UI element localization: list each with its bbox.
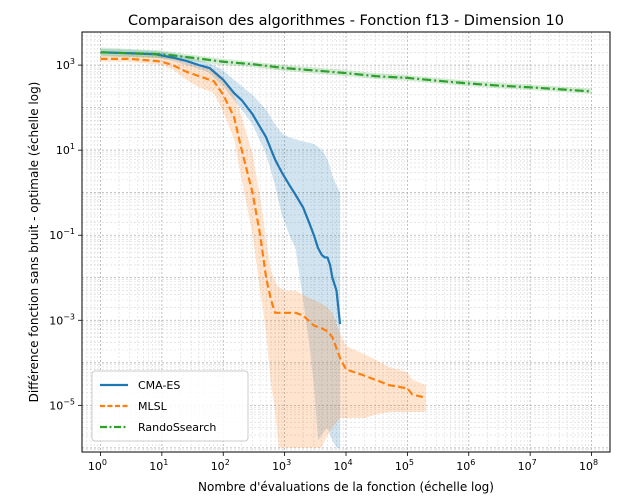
y-axis-label: Différence fonction sans bruit - optimal… — [27, 82, 41, 403]
x-tick-label: 102 — [211, 458, 230, 473]
x-tick-exponent: 4 — [347, 458, 352, 467]
y-tick-base: 10 — [49, 399, 63, 412]
x-tick-base: 10 — [456, 460, 470, 473]
y-tick-exponent: −5 — [63, 397, 75, 406]
x-tick-label: 101 — [149, 458, 168, 473]
y-tick-base: 10 — [49, 314, 63, 327]
confidence-band-0 — [100, 48, 341, 448]
y-tick-base: 10 — [49, 229, 63, 242]
y-tick-exponent: 1 — [70, 142, 75, 151]
y-tick-label: 10−1 — [49, 227, 75, 242]
x-tick-exponent: 7 — [532, 458, 537, 467]
x-tick-label: 105 — [395, 458, 414, 473]
x-tick-base: 10 — [579, 460, 593, 473]
y-tick-label: 101 — [56, 142, 75, 157]
y-tick-label: 10−5 — [49, 397, 75, 412]
x-axis-label: Nombre d'évaluations de la fonction (éch… — [198, 480, 494, 494]
x-tick-exponent: 0 — [102, 458, 107, 467]
x-tick-base: 10 — [395, 460, 409, 473]
x-tick-exponent: 2 — [225, 458, 230, 467]
y-tick-base: 10 — [56, 144, 70, 157]
y-tick-label: 103 — [56, 57, 75, 72]
x-tick-label: 106 — [456, 458, 475, 473]
x-tick-base: 10 — [333, 460, 347, 473]
x-tick-base: 10 — [88, 460, 102, 473]
x-tick-base: 10 — [272, 460, 286, 473]
confidence-band-2 — [100, 47, 592, 94]
legend-label: CMA-ES — [138, 379, 180, 392]
x-tick-label: 107 — [518, 458, 537, 473]
x-ticks: 100 101 102 103 104 105 106 107 108 — [88, 452, 598, 473]
x-tick-base: 10 — [518, 460, 532, 473]
x-tick-base: 10 — [211, 460, 225, 473]
legend-box — [91, 370, 249, 442]
x-tick-exponent: 8 — [593, 458, 598, 467]
legend: CMA-ES MLSL RandoSsearch — [91, 370, 249, 442]
x-tick-exponent: 3 — [286, 458, 291, 467]
y-tick-base: 10 — [56, 59, 70, 72]
y-tick-exponent: 3 — [70, 57, 75, 66]
series-line-1 — [100, 57, 427, 399]
x-tick-exponent: 6 — [470, 458, 475, 467]
x-tick-base: 10 — [149, 460, 163, 473]
y-tick-label: 10−3 — [49, 312, 75, 327]
chart-title: Comparaison des algorithmes - Fonction f… — [128, 13, 564, 29]
series-line-0 — [100, 51, 342, 325]
y-tick-exponent: −1 — [63, 227, 75, 236]
x-tick-exponent: 5 — [409, 458, 414, 467]
legend-items: CMA-ES MLSL RandoSsearch — [100, 379, 216, 434]
legend-label: RandoSsearch — [138, 421, 216, 434]
legend-label: MLSL — [138, 400, 168, 413]
x-tick-label: 100 — [88, 458, 107, 473]
x-tick-label: 104 — [333, 458, 352, 473]
x-tick-exponent: 1 — [163, 458, 168, 467]
x-tick-label: 103 — [272, 458, 291, 473]
series-lines — [100, 51, 592, 399]
x-tick-label: 108 — [579, 458, 598, 473]
series-line-2 — [100, 51, 592, 93]
y-tick-exponent: −3 — [63, 312, 75, 321]
